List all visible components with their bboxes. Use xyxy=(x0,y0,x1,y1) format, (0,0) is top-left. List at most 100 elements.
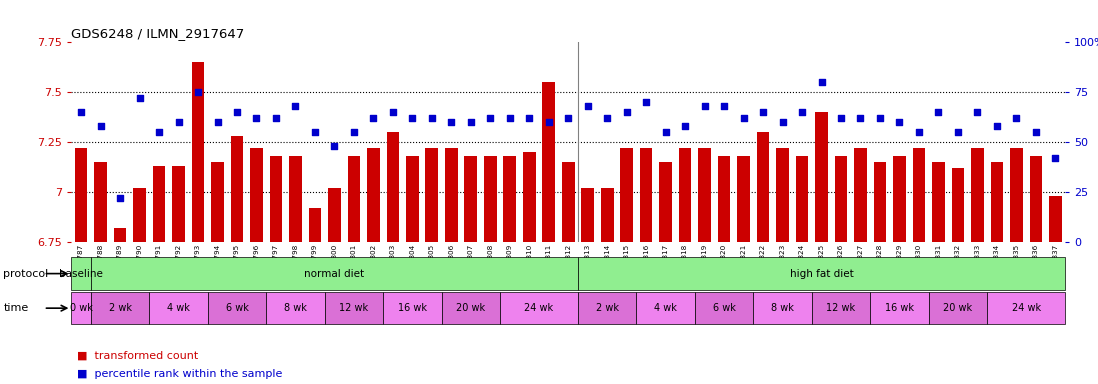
Point xyxy=(579,103,596,109)
Point xyxy=(306,129,324,135)
Bar xyxy=(679,148,692,242)
Bar xyxy=(815,112,828,242)
Point xyxy=(365,115,382,121)
Bar xyxy=(91,257,578,290)
Bar xyxy=(562,162,574,242)
Point xyxy=(1008,115,1026,121)
Text: high fat diet: high fat diet xyxy=(789,268,853,279)
Point xyxy=(871,115,888,121)
Text: 20 wk: 20 wk xyxy=(457,303,485,313)
Bar xyxy=(952,168,964,242)
Point xyxy=(501,115,518,121)
Bar xyxy=(776,148,788,242)
Bar xyxy=(796,156,808,242)
Bar xyxy=(987,292,1065,324)
Bar xyxy=(91,292,149,324)
Bar xyxy=(309,208,322,242)
Bar xyxy=(854,148,866,242)
Bar xyxy=(383,292,441,324)
Text: 16 wk: 16 wk xyxy=(397,303,427,313)
Point xyxy=(1027,129,1044,135)
Bar xyxy=(386,132,400,242)
Text: ■  transformed count: ■ transformed count xyxy=(77,350,198,360)
Text: ■  percentile rank within the sample: ■ percentile rank within the sample xyxy=(77,369,282,379)
Point xyxy=(813,79,830,85)
Bar xyxy=(737,156,750,242)
Point xyxy=(1046,155,1064,161)
Bar xyxy=(990,162,1004,242)
Point xyxy=(287,103,304,109)
Bar xyxy=(426,148,438,242)
Point xyxy=(520,115,538,121)
Bar xyxy=(367,148,380,242)
Text: GDS6248 / ILMN_2917647: GDS6248 / ILMN_2917647 xyxy=(71,27,245,40)
Bar xyxy=(153,166,166,242)
Point xyxy=(598,115,616,121)
Point xyxy=(384,109,402,115)
Point xyxy=(793,109,810,115)
Bar xyxy=(929,292,987,324)
Text: time: time xyxy=(3,303,29,313)
Bar xyxy=(133,188,146,242)
Bar xyxy=(1049,196,1062,242)
Text: 24 wk: 24 wk xyxy=(525,303,553,313)
Bar xyxy=(753,292,811,324)
Point xyxy=(248,115,266,121)
Bar xyxy=(208,292,266,324)
Bar xyxy=(289,156,302,242)
Point xyxy=(735,115,752,121)
Text: 24 wk: 24 wk xyxy=(1011,303,1041,313)
Bar xyxy=(71,257,91,290)
Point xyxy=(209,119,226,125)
Point xyxy=(618,109,636,115)
Bar xyxy=(698,148,710,242)
Text: 8 wk: 8 wk xyxy=(771,303,794,313)
Bar xyxy=(464,156,478,242)
Point xyxy=(404,115,422,121)
Bar xyxy=(542,82,556,242)
Text: protocol: protocol xyxy=(3,268,48,279)
Bar xyxy=(266,292,325,324)
Bar xyxy=(1030,156,1042,242)
Point xyxy=(540,119,558,125)
Point xyxy=(345,129,362,135)
Point xyxy=(968,109,986,115)
Point xyxy=(754,109,772,115)
Text: 2 wk: 2 wk xyxy=(109,303,132,313)
Bar xyxy=(149,292,208,324)
Point xyxy=(657,129,674,135)
Text: 4 wk: 4 wk xyxy=(167,303,190,313)
Text: normal diet: normal diet xyxy=(304,268,365,279)
Text: 4 wk: 4 wk xyxy=(654,303,677,313)
Bar xyxy=(114,228,126,242)
Bar xyxy=(659,162,672,242)
Bar xyxy=(192,62,204,242)
Text: 2 wk: 2 wk xyxy=(596,303,618,313)
Text: 0 wk: 0 wk xyxy=(69,303,92,313)
Bar xyxy=(971,148,984,242)
Bar xyxy=(871,292,929,324)
Bar xyxy=(503,156,516,242)
Bar xyxy=(811,292,871,324)
Bar xyxy=(637,292,695,324)
Bar xyxy=(620,148,634,242)
Bar xyxy=(912,148,926,242)
Bar xyxy=(75,148,88,242)
Point xyxy=(676,123,694,129)
Bar xyxy=(250,148,262,242)
Point xyxy=(482,115,500,121)
Point xyxy=(560,115,578,121)
Text: 6 wk: 6 wk xyxy=(713,303,736,313)
Point xyxy=(131,95,148,101)
Point xyxy=(326,143,344,149)
Point xyxy=(442,119,460,125)
Point xyxy=(462,119,480,125)
Bar xyxy=(325,292,383,324)
Point xyxy=(92,123,110,129)
Bar xyxy=(348,156,360,242)
Point xyxy=(715,103,732,109)
Text: 20 wk: 20 wk xyxy=(943,303,973,313)
Bar xyxy=(601,188,614,242)
Point xyxy=(150,129,168,135)
Bar xyxy=(406,156,418,242)
